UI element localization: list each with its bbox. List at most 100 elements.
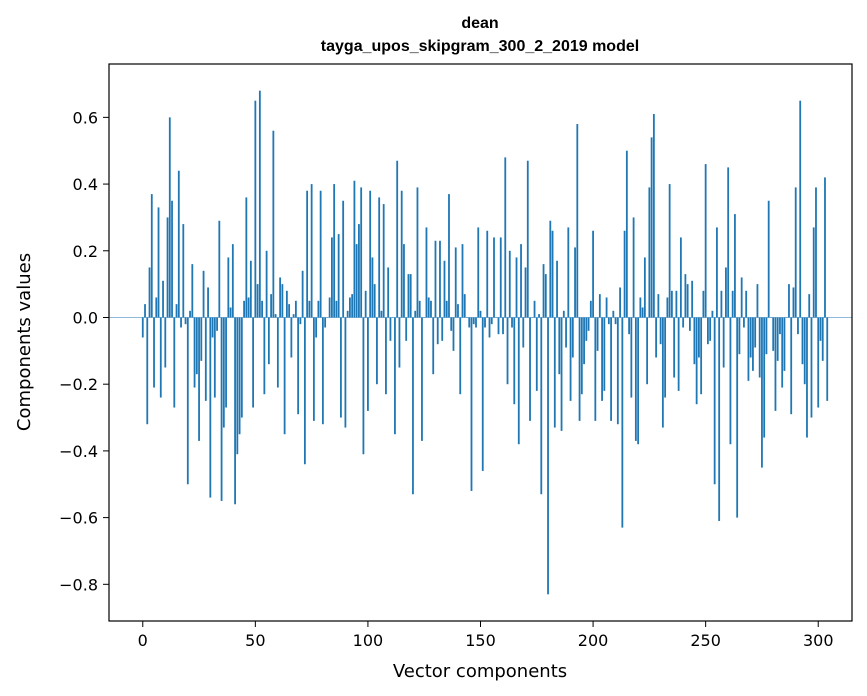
bar-7 — [157, 207, 160, 318]
bar-277 — [765, 317, 768, 355]
bar-13 — [171, 200, 173, 318]
bar-0 — [141, 317, 144, 338]
bars-group — [141, 90, 829, 595]
bar-117 — [405, 317, 408, 341]
bar-192 — [574, 247, 576, 318]
bar-293 — [801, 317, 804, 365]
bar-34 — [218, 220, 221, 318]
bar-2 — [146, 317, 149, 425]
bar-176 — [538, 314, 540, 318]
bar-122 — [416, 187, 419, 318]
bar-109 — [387, 267, 390, 318]
bar-8 — [159, 317, 162, 398]
bar-92 — [349, 297, 351, 318]
bar-167 — [517, 317, 520, 445]
bar-298 — [812, 227, 815, 318]
bar-165 — [513, 317, 516, 405]
bar-302 — [821, 317, 824, 361]
bar-138 — [452, 317, 455, 351]
y-tick-label: −0.8 — [59, 575, 98, 594]
bar-130 — [434, 240, 437, 318]
bar-137 — [450, 317, 453, 331]
bar-257 — [720, 290, 723, 318]
bar-294 — [803, 317, 806, 385]
bar-265 — [738, 317, 741, 355]
bar-113 — [396, 160, 399, 318]
x-ticks-group: 0 50 100 150 200 250 300 — [138, 621, 834, 650]
bar-238 — [677, 317, 680, 391]
bar-229 — [657, 294, 660, 318]
bar-58 — [272, 130, 275, 318]
bar-278 — [767, 200, 770, 318]
y-tick-label: −0.2 — [59, 375, 98, 394]
bar-231 — [661, 317, 664, 428]
bar-205 — [603, 317, 606, 391]
bar-222 — [641, 307, 644, 318]
bar-185 — [558, 317, 561, 375]
bar-12 — [168, 117, 171, 318]
bar-217 — [630, 317, 633, 398]
bar-142 — [461, 244, 464, 318]
bar-48 — [249, 260, 252, 318]
y-tick-label: 0.4 — [73, 175, 98, 194]
bar-209 — [612, 310, 615, 318]
bar-212 — [619, 287, 621, 318]
bar-108 — [385, 317, 387, 395]
y-tick-label: −0.4 — [59, 442, 98, 461]
bar-169 — [522, 317, 525, 348]
y-tick-label: 0.6 — [73, 108, 98, 127]
bar-77 — [315, 317, 318, 338]
bar-40 — [231, 244, 234, 318]
bar-11 — [166, 217, 169, 318]
bar-179 — [544, 274, 547, 318]
bar-239 — [679, 237, 682, 318]
bar-28 — [204, 317, 207, 401]
bar-162 — [506, 317, 509, 385]
bar-76 — [312, 317, 315, 421]
bar-139 — [454, 247, 457, 318]
y-tick-label: 0.0 — [73, 308, 98, 327]
bar-52 — [258, 90, 261, 318]
bar-107 — [382, 204, 385, 318]
bar-287 — [788, 284, 790, 318]
bar-253 — [711, 310, 714, 318]
bar-147 — [472, 317, 475, 325]
bar-283 — [779, 317, 781, 335]
bar-228 — [655, 317, 658, 358]
bar-264 — [736, 317, 739, 518]
bar-234 — [668, 184, 671, 318]
bar-260 — [727, 167, 730, 318]
bar-243 — [688, 317, 691, 331]
bar-38 — [227, 257, 230, 318]
bar-24 — [195, 317, 198, 375]
bar-6 — [155, 297, 158, 318]
bar-200 — [592, 230, 594, 318]
bar-181 — [549, 220, 552, 318]
bar-21 — [189, 310, 191, 318]
bar-33 — [216, 317, 218, 331]
bar-65 — [288, 304, 291, 318]
bar-284 — [781, 317, 784, 388]
bar-22 — [191, 264, 194, 318]
bar-174 — [533, 300, 536, 318]
bar-186 — [560, 317, 563, 431]
bar-140 — [457, 304, 459, 318]
bar-84 — [331, 237, 333, 318]
bar-153 — [486, 230, 489, 318]
bar-93 — [351, 294, 354, 318]
bar-262 — [731, 290, 734, 318]
bar-187 — [562, 310, 565, 318]
bar-5 — [153, 317, 155, 388]
bar-97 — [360, 187, 363, 318]
bar-223 — [643, 257, 646, 318]
bar-235 — [670, 290, 673, 318]
bar-248 — [700, 317, 703, 395]
bar-124 — [421, 317, 423, 441]
bar-46 — [245, 197, 248, 318]
bar-244 — [691, 280, 694, 318]
bar-254 — [713, 317, 716, 485]
x-tick-label: 300 — [803, 631, 834, 650]
bar-227 — [652, 114, 655, 318]
bar-256 — [718, 317, 721, 521]
